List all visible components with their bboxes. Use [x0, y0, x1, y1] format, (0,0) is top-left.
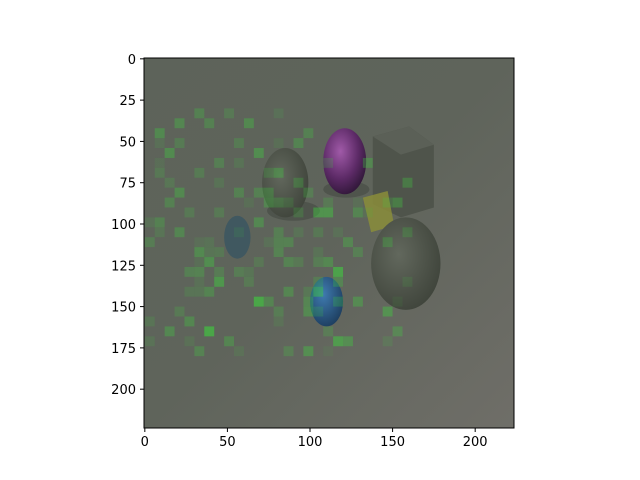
- purple-egg: [323, 128, 367, 195]
- grey-sphere: [371, 217, 441, 310]
- y-tick-label: 75: [119, 177, 136, 192]
- x-tick-label: 100: [298, 435, 323, 450]
- x-tick-label: 200: [463, 435, 488, 450]
- y-tick-label: 125: [111, 259, 136, 274]
- yellow-cube: [362, 190, 395, 233]
- y-tick-label: 50: [119, 135, 136, 150]
- y-tick-label: 100: [111, 218, 136, 233]
- x-tick-label: 50: [219, 435, 236, 450]
- axes-frame: [143, 57, 515, 429]
- x-tick-label: 0: [141, 435, 149, 450]
- image: [144, 58, 514, 428]
- teal-egg: [224, 215, 251, 259]
- y-tick-label: 0: [128, 53, 136, 68]
- y-tick-label: 150: [111, 301, 136, 316]
- grey-egg: [262, 148, 309, 218]
- y-tick-label: 25: [119, 94, 136, 109]
- y-tick-label: 175: [111, 342, 136, 357]
- y-tick-label: 200: [111, 383, 136, 398]
- x-tick-label: 150: [380, 435, 405, 450]
- blue-egg: [310, 276, 344, 327]
